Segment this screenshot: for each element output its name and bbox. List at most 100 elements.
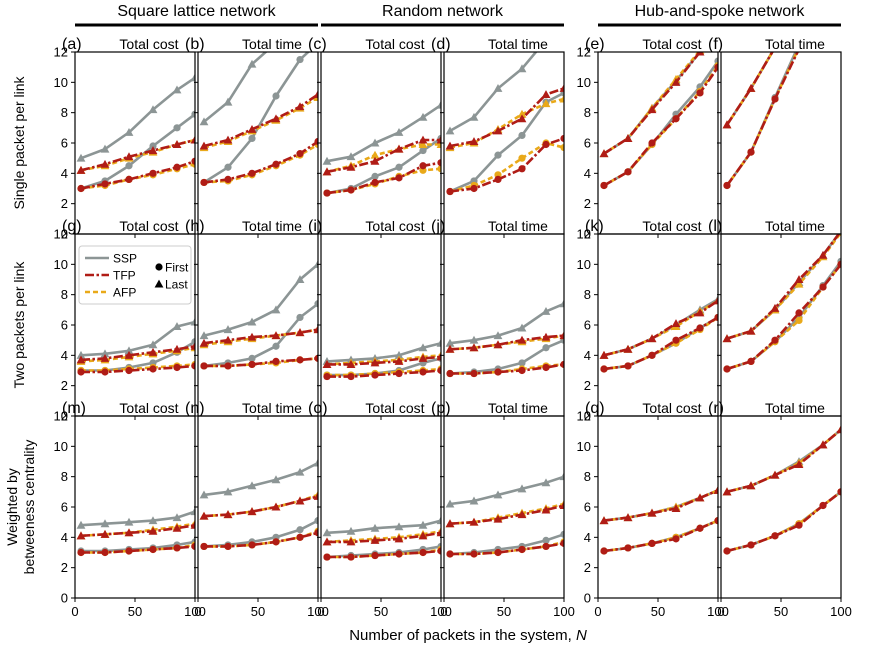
series-line: [203, 140, 318, 184]
series-point: [418, 520, 428, 529]
panel-title: Total cost: [119, 218, 178, 234]
series-point: [493, 514, 503, 523]
series-point: [671, 504, 681, 513]
series-point: [223, 335, 233, 344]
series-point: [445, 344, 455, 353]
series-point: [794, 279, 804, 288]
y-tick-label: 4: [584, 348, 591, 363]
series-point: [370, 523, 380, 532]
panel-title: Total cost: [119, 36, 178, 52]
series-line: [449, 97, 564, 149]
series-point: [125, 366, 133, 375]
panel-series-group: [599, 294, 718, 373]
series-line: [326, 519, 441, 535]
y-tick-label: 6: [584, 318, 591, 333]
panel-series-group: [445, 472, 564, 558]
panel-label: (a): [62, 36, 82, 53]
row-label-line: Weighted by: [4, 468, 20, 546]
x-tick-label: 0: [71, 604, 78, 619]
series-point: [696, 524, 704, 532]
series-point: [541, 332, 551, 341]
series-line: [449, 52, 538, 133]
series-line: [726, 263, 841, 371]
series-point: [124, 152, 134, 161]
series-line: [80, 113, 195, 190]
series-point: [322, 360, 332, 368]
series-point: [248, 169, 256, 177]
series-point: [469, 112, 479, 121]
y-tick-label: 8: [61, 287, 68, 302]
panel-h: (h) Total time: [185, 218, 319, 420]
series-point: [559, 94, 564, 103]
series-point: [395, 369, 403, 378]
y-tick-label: 0: [61, 409, 68, 424]
series-point: [541, 505, 551, 514]
series-point: [695, 308, 705, 317]
series-point: [247, 59, 257, 68]
column-header: Hub-and-spoke network: [635, 3, 806, 20]
series-point: [314, 10, 323, 18]
series-point: [446, 550, 454, 558]
panel-series-group: [322, 338, 441, 381]
panel-series-group: [76, 507, 195, 557]
panel-series-group: [445, 299, 564, 378]
panel-frame: [720, 233, 842, 417]
x-tick-label: 50: [128, 604, 142, 619]
series-point: [224, 542, 232, 551]
panel-label: (l): [708, 218, 722, 235]
series-point: [271, 114, 281, 123]
series-line: [726, 490, 841, 553]
y-tick-label: 8: [61, 105, 68, 120]
panel-frame: [320, 233, 442, 417]
row-label: Weighted by betweeness centrality: [4, 440, 37, 575]
panel-title: Total cost: [119, 400, 178, 416]
series-point: [148, 146, 158, 155]
y-tick-label: 10: [54, 75, 68, 90]
series-point: [295, 467, 305, 476]
series-line: [449, 87, 564, 148]
series-point: [770, 470, 780, 479]
series-point: [541, 306, 551, 315]
series-point: [599, 516, 609, 525]
panel-n: 0 50 100 (n) Total time: [185, 400, 329, 619]
series-point: [418, 531, 428, 540]
panel-label: (c): [308, 36, 327, 53]
series-line: [449, 141, 564, 193]
y-tick-label: 2: [584, 196, 591, 211]
x-tick-label: 100: [307, 604, 329, 619]
series-point: [247, 332, 257, 341]
series-line: [326, 341, 441, 363]
legend-box: [78, 245, 192, 305]
x-tick-label: 50: [374, 604, 388, 619]
series-point: [714, 63, 718, 71]
panel-frame: [320, 415, 442, 599]
series-point: [445, 338, 455, 347]
series-point: [794, 275, 804, 284]
y-tick-label: 0: [61, 227, 68, 242]
y-tick-label: 0: [584, 591, 591, 606]
series-point: [837, 488, 841, 496]
series-point: [248, 360, 256, 369]
series-point: [199, 331, 209, 340]
series-line: [203, 93, 318, 148]
panel-title: Total cost: [642, 400, 701, 416]
y-tick-label: 2: [61, 560, 68, 575]
panel-label: (n): [185, 400, 205, 417]
series-point: [247, 507, 257, 516]
panel-series-group: [722, 234, 841, 373]
y-tick-label: 2: [584, 378, 591, 393]
series-point: [746, 326, 756, 335]
series-point: [437, 366, 441, 375]
series-line: [726, 428, 841, 494]
series-point: [199, 141, 209, 150]
panel-label: (m): [62, 400, 86, 417]
series-point: [794, 460, 804, 469]
series-point: [647, 105, 657, 114]
series-point: [470, 184, 478, 193]
series-point: [436, 135, 441, 144]
series-point: [418, 140, 428, 149]
series-point: [418, 353, 428, 362]
series-line: [726, 428, 841, 494]
